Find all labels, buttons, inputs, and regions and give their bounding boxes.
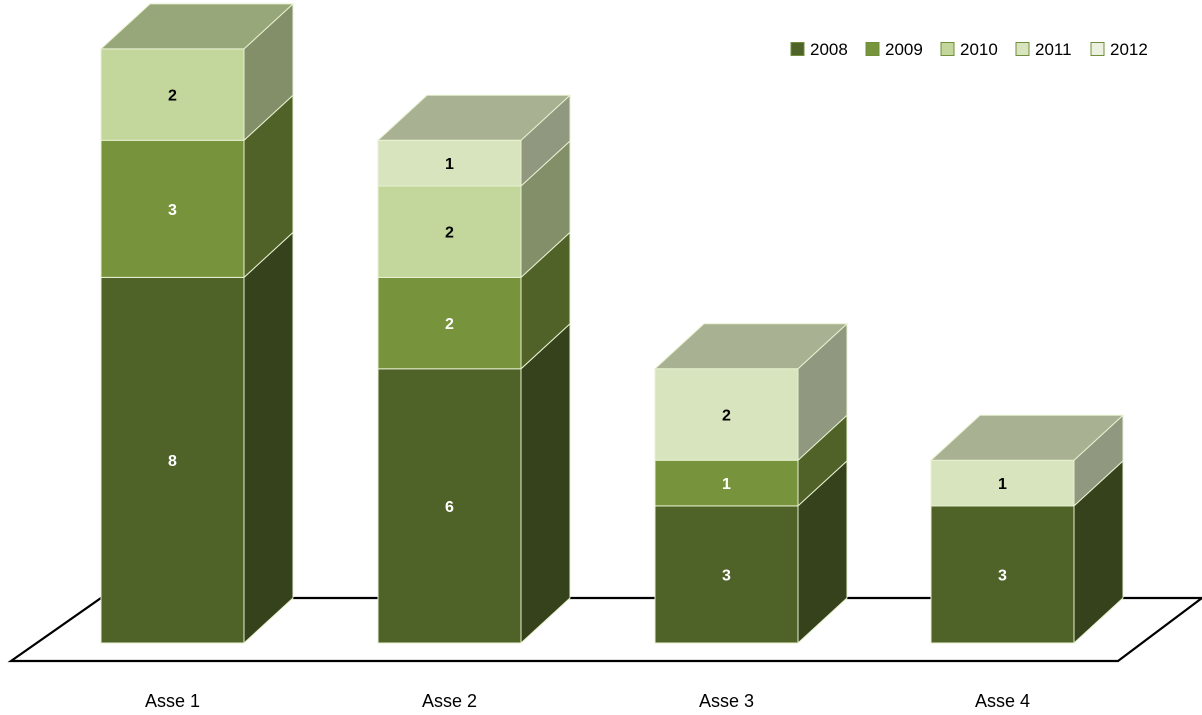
legend-item-2012: 2012 — [1090, 40, 1148, 59]
bar-segment-front — [377, 368, 522, 644]
data-label: 2 — [168, 88, 177, 105]
legend-item-2010: 2010 — [940, 40, 998, 59]
data-label: 8 — [168, 453, 177, 470]
bar-top-face — [653, 323, 849, 370]
bars-layer — [99, 2, 1125, 645]
bar-segment-front — [930, 459, 1075, 507]
data-label: 3 — [168, 202, 177, 219]
legend-swatch — [1090, 42, 1105, 56]
data-label: 1 — [722, 476, 731, 493]
legend-swatch — [1015, 42, 1030, 56]
legend-item-2009: 2009 — [865, 40, 923, 59]
stack-segment-asse-2-2008 — [377, 322, 571, 645]
data-label: 6 — [445, 499, 454, 516]
legend-swatch — [940, 42, 955, 56]
legend-item-2008: 2008 — [790, 40, 848, 59]
category-label: Asse 1 — [145, 691, 200, 711]
category-axis: Asse 1 Asse 2 Asse 3 Asse 4 — [145, 691, 1030, 711]
stack-segment-asse-3-2009 — [654, 414, 848, 508]
legend-label: 2010 — [960, 40, 998, 59]
legend-label: 2012 — [1110, 40, 1148, 59]
stack-segment-asse-1-2009 — [100, 94, 294, 279]
bar-segment-front — [100, 139, 245, 278]
stack-segment-asse-2-2009 — [377, 231, 571, 370]
bar-segment-front — [930, 505, 1075, 644]
legend-swatch — [790, 42, 805, 56]
stack-segment-asse-3-2008 — [654, 459, 848, 645]
data-label: 2 — [445, 316, 454, 333]
bar-segment-front — [100, 276, 245, 644]
legend: 2008 2009 2010 2011 2012 — [790, 40, 1148, 59]
stack-segment-asse-4-2011 — [930, 414, 1124, 508]
category-label: Asse 4 — [975, 691, 1030, 711]
data-label: 3 — [722, 567, 731, 584]
legend-label: 2009 — [885, 40, 923, 59]
legend-label: 2008 — [810, 40, 848, 59]
bar-segment-side — [243, 231, 294, 645]
bar-top-face — [376, 94, 572, 141]
stack-segment-asse-1-2008 — [100, 231, 294, 645]
bar-top-face — [929, 414, 1125, 461]
stack-segment-asse-4-2008 — [930, 459, 1124, 645]
legend-label: 2011 — [1035, 40, 1072, 59]
category-label: Asse 3 — [699, 691, 754, 711]
data-label: 2 — [445, 225, 454, 242]
data-label: 1 — [998, 476, 1007, 493]
stack-segment-asse-2-2011 — [377, 94, 571, 188]
data-label: 1 — [445, 156, 454, 173]
bar-segment-front — [654, 459, 799, 507]
bar-segment-front — [377, 276, 522, 370]
bar-segment-front — [654, 505, 799, 644]
category-label: Asse 2 — [422, 691, 477, 711]
legend-swatch — [865, 42, 880, 56]
bar-top-face — [99, 3, 295, 50]
data-label: 2 — [722, 408, 731, 425]
bar-segment-side — [520, 322, 571, 645]
data-label: 3 — [998, 567, 1007, 584]
legend-item-2011: 2011 — [1015, 40, 1072, 59]
data-labels-layer: 8 3 2 6 2 2 1 3 1 2 3 1 — [168, 88, 1007, 585]
